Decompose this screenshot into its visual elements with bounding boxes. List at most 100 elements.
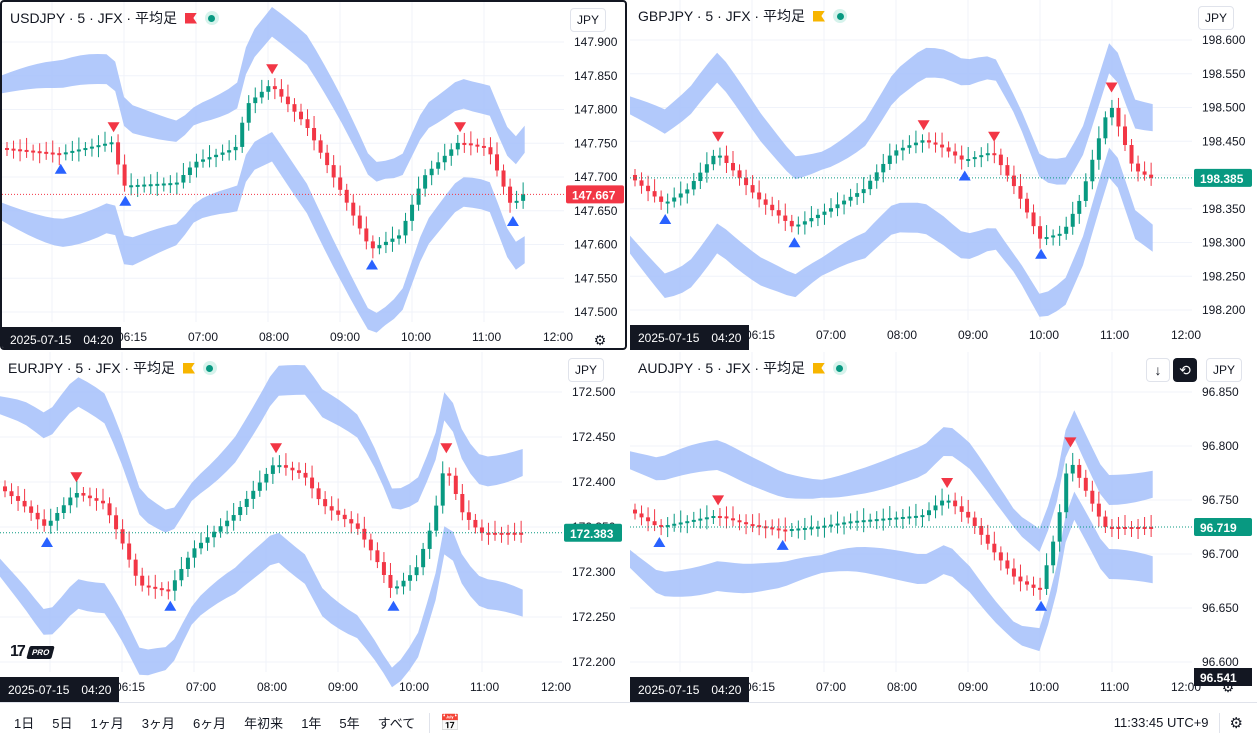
candle-body xyxy=(107,503,112,516)
lower-band xyxy=(2,132,525,333)
sell-signal-triangle xyxy=(70,472,83,483)
candle-body xyxy=(652,521,657,526)
candle-body xyxy=(757,192,762,200)
symbol-title-text[interactable]: AUDJPY · 5 · JFX · 平均足 xyxy=(638,360,805,376)
flag-icon[interactable] xyxy=(184,12,197,24)
adjust-icon[interactable]: ⚙ xyxy=(1229,714,1243,732)
range-5d[interactable]: 5日 xyxy=(52,716,73,731)
candle-body xyxy=(449,149,454,156)
candle-body xyxy=(231,515,236,521)
candle-body xyxy=(259,91,264,98)
currency-button[interactable]: JPY xyxy=(570,8,607,32)
calendar-range-icon[interactable]: 📅 xyxy=(440,714,461,732)
candle-body xyxy=(377,245,382,249)
candle-body xyxy=(205,537,210,543)
range-ytd[interactable]: 年初来 xyxy=(244,716,284,731)
range-6m[interactable]: 6ヶ月 xyxy=(192,716,227,731)
symbol-title[interactable]: GBPJPY · 5 · JFX · 平均足 xyxy=(638,6,847,26)
y-axis-tick-label: 198.350 xyxy=(1202,202,1246,216)
candle-body xyxy=(1051,235,1056,238)
sell-signal-triangle xyxy=(107,122,120,133)
candle-body xyxy=(266,86,271,92)
candle-body xyxy=(913,142,918,146)
y-axis-tick-label: 172.250 xyxy=(572,610,616,624)
currency-button[interactable]: JPY xyxy=(568,358,605,382)
symbol-title[interactable]: USDJPY · 5 · JFX · 平均足 xyxy=(10,8,219,28)
y-axis-tick-label: 147.700 xyxy=(574,170,618,184)
candle-body xyxy=(672,197,677,202)
candle-body xyxy=(5,148,9,150)
chart-pane-gbpjpy[interactable]: 198.600198.550198.500198.450198.400198.3… xyxy=(630,0,1257,350)
chart-canvas-audjpy[interactable]: 96.850 96.800 96.750 96.700 96.650 96.600 96.7… xyxy=(630,352,1257,702)
lower-band xyxy=(630,491,1153,652)
candle-body xyxy=(717,155,722,158)
range-1y[interactable]: 1年 xyxy=(301,716,322,731)
arrow-down-icon[interactable]: ↓ xyxy=(1146,358,1170,382)
settings-gear-icon[interactable]: ⚙ xyxy=(1221,678,1235,695)
clock-time[interactable]: 11:33:45 UTC+9 xyxy=(1113,715,1209,730)
market-open-icon xyxy=(832,361,847,375)
buy-signal-triangle xyxy=(788,237,801,248)
candle-body xyxy=(74,493,79,498)
candle-body xyxy=(691,181,696,190)
candle-body xyxy=(802,221,807,225)
candle-body xyxy=(750,185,755,193)
range-5y[interactable]: 5年 xyxy=(339,716,360,731)
candle-body xyxy=(900,516,905,519)
chart-pane-usdjpy[interactable]: 147.900 147.850 147.800 147.750 147.700 147.6… xyxy=(0,0,627,350)
currency-button[interactable]: JPY xyxy=(1198,6,1235,30)
settings-gear-icon[interactable]: ⚙ xyxy=(593,331,607,348)
chart-pane-eurjpy[interactable]: 172.500172.450172.400172.350172.300172.2… xyxy=(0,352,627,702)
candle-body xyxy=(1129,527,1134,529)
x-axis-tick-label: 08:00 xyxy=(887,328,917,342)
candle-body xyxy=(704,517,709,520)
x-axis-tick-label: 07:00 xyxy=(816,328,846,342)
range-1d[interactable]: 1日 xyxy=(14,716,35,731)
y-axis-tick-label: 147.600 xyxy=(574,238,618,252)
flag-icon[interactable] xyxy=(812,362,825,374)
candle-body xyxy=(646,517,651,522)
candle-body xyxy=(57,153,62,156)
symbol-title-text[interactable]: GBPJPY · 5 · JFX · 平均足 xyxy=(638,8,805,24)
buy-signal-triangle xyxy=(40,537,53,547)
chart-canvas-gbpjpy[interactable]: 198.600198.550198.500198.450198.400198.3… xyxy=(630,0,1257,350)
chart-canvas-usdjpy[interactable]: 147.900 147.850 147.800 147.750 147.700 147.6… xyxy=(2,2,627,350)
symbol-title-text[interactable]: EURJPY · 5 · JFX · 平均足 xyxy=(8,360,175,376)
candle-body xyxy=(646,185,651,192)
chart-pane-audjpy[interactable]: 96.850 96.800 96.750 96.700 96.650 96.600 96.7… xyxy=(630,352,1257,702)
candle-body xyxy=(153,586,158,589)
candle-body xyxy=(303,472,308,478)
candle-body xyxy=(329,506,334,511)
y-axis-tick-label: 198.450 xyxy=(1202,134,1246,148)
candle-body xyxy=(998,552,1003,561)
chart-canvas-eurjpy[interactable]: 172.500172.450172.400172.350172.300172.2… xyxy=(0,352,627,702)
candle-body xyxy=(253,97,258,104)
range-3m[interactable]: 3ヶ月 xyxy=(141,716,175,731)
range-all[interactable]: すべて xyxy=(377,716,416,731)
candle-body xyxy=(508,186,513,203)
candle-body xyxy=(429,168,434,176)
divider xyxy=(429,712,431,733)
candle-body xyxy=(789,529,794,532)
candle-body xyxy=(316,488,321,500)
candle-body xyxy=(966,511,971,518)
candle-body xyxy=(848,521,853,524)
candle-body xyxy=(292,104,297,112)
candle-body xyxy=(296,470,301,473)
symbol-title[interactable]: EURJPY · 5 · JFX · 平均足 xyxy=(8,358,217,378)
candle-body xyxy=(42,519,47,526)
symbol-title[interactable]: AUDJPY · 5 · JFX · 平均足 xyxy=(638,358,847,378)
currency-button[interactable]: JPY xyxy=(1206,358,1243,382)
range-1m[interactable]: 1ヶ月 xyxy=(90,716,124,731)
symbol-title-text[interactable]: USDJPY · 5 · JFX · 平均足 xyxy=(10,10,177,26)
sync-icon[interactable]: ⟲ xyxy=(1173,358,1197,382)
flag-icon[interactable] xyxy=(813,10,825,22)
candle-body xyxy=(1129,145,1134,164)
flag-icon[interactable] xyxy=(182,362,195,374)
y-axis-tick-label: 96.800 xyxy=(1202,439,1239,453)
candle-body xyxy=(159,588,164,591)
candle-body xyxy=(868,180,873,190)
candle-body xyxy=(442,155,447,163)
candle-body xyxy=(1090,159,1095,182)
tradingview-logo[interactable]: 17 PRO xyxy=(10,643,55,661)
